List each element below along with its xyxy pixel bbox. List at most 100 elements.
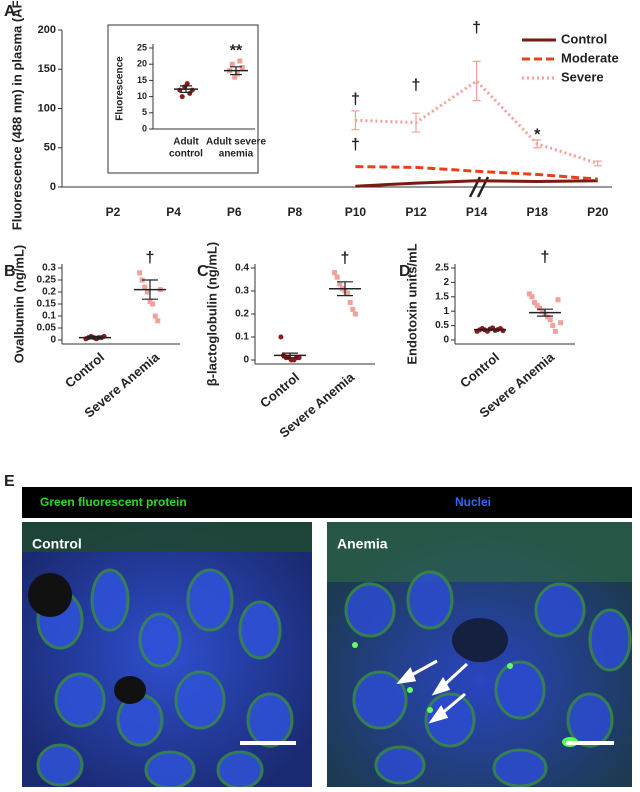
legend-label: Control — [561, 31, 607, 46]
data-point — [547, 317, 553, 323]
data-point — [179, 94, 185, 100]
error-bar — [337, 281, 353, 297]
y-tick-label: 0.1 — [42, 311, 56, 322]
data-point — [350, 306, 356, 312]
y-tick-label: 0.3 — [42, 263, 56, 274]
annotation: † — [146, 250, 155, 267]
data-point — [147, 299, 153, 305]
data-point — [526, 291, 532, 297]
annotation: ** — [230, 42, 243, 59]
x-tick-label: P8 — [287, 205, 302, 219]
error-bar — [180, 85, 192, 93]
panel-label: D — [399, 263, 411, 280]
annotation: * — [534, 126, 541, 143]
data-point — [532, 300, 538, 306]
data-point — [529, 294, 535, 300]
x-tick-label: P4 — [166, 205, 181, 219]
data-point — [278, 334, 284, 340]
annotation: † — [541, 249, 550, 266]
data-point — [184, 81, 190, 87]
x-tick-label: P6 — [227, 205, 242, 219]
error-bar — [482, 328, 498, 331]
y-tick-label: 5 — [142, 107, 147, 117]
x-tick-label: Control — [62, 349, 107, 390]
y-tick-label: 0.05 — [37, 323, 57, 334]
y-tick-label: 15 — [137, 75, 147, 85]
annotation: † — [412, 77, 421, 94]
error-bar — [282, 352, 298, 359]
error-bar — [87, 335, 103, 340]
data-point — [296, 355, 302, 361]
y-tick-label: 0 — [50, 181, 56, 193]
data-point — [347, 300, 353, 305]
error-bar — [472, 60, 481, 102]
y-tick-label: 200 — [38, 24, 56, 36]
micrograph-right — [327, 522, 632, 788]
data-point — [137, 270, 143, 276]
data-point — [558, 320, 564, 326]
y-axis-label: Ovalbumin (ng/mL) — [11, 245, 26, 363]
series-line — [355, 165, 598, 181]
header-text: Green fluorescent protein — [40, 495, 187, 509]
error-bar — [537, 308, 553, 317]
x-tick-label: Adult — [173, 137, 199, 148]
y-tick-label: 0.3 — [235, 286, 249, 297]
panel-label: C — [197, 263, 209, 280]
legend-label: Moderate — [561, 50, 619, 65]
x-tick-label: Control — [457, 349, 502, 390]
x-tick-label: P2 — [106, 205, 121, 219]
data-point — [152, 313, 158, 319]
header-text: Nuclei — [455, 495, 491, 509]
data-point — [150, 301, 156, 307]
data-point — [337, 281, 343, 287]
data-point — [232, 74, 238, 80]
x-tick-label: P10 — [345, 205, 367, 219]
y-tick-label: 0.15 — [37, 299, 57, 310]
data-point — [545, 314, 551, 320]
error-bar — [593, 160, 602, 167]
y-axis-label: Fluorescence — [115, 56, 126, 121]
image-header — [22, 487, 632, 518]
y-tick-label: 10 — [137, 91, 147, 101]
data-point — [345, 290, 351, 296]
data-point — [239, 64, 245, 70]
y-axis-label: Fluorescence (488 nm) in plasma (AFU) — [9, 0, 24, 230]
x-tick-label: control — [169, 149, 203, 160]
data-point — [555, 297, 561, 303]
data-point — [142, 284, 148, 290]
y-axis-label: Endotoxin units/mL — [404, 243, 419, 364]
data-point — [155, 318, 161, 324]
annotation: † — [351, 137, 360, 154]
error-bar — [412, 112, 420, 133]
y-axis-label: β-lactoglobulin (ng/mL) — [204, 242, 219, 386]
y-tick-label: 0 — [142, 123, 147, 133]
series-line — [355, 179, 598, 188]
data-point — [552, 328, 558, 334]
micrograph-left — [22, 522, 312, 790]
y-tick-label: 0.25 — [37, 275, 57, 286]
y-tick-label: 0 — [243, 355, 249, 366]
x-tick-label: P12 — [405, 205, 427, 219]
data-point — [534, 302, 540, 308]
image-label: Anemia — [337, 536, 388, 552]
x-tick-label: Control — [257, 369, 302, 410]
data-point — [537, 305, 543, 311]
legend-label: Severe — [561, 69, 604, 84]
y-tick-label: 2.5 — [435, 263, 449, 274]
y-tick-label: 0 — [50, 335, 56, 346]
data-point — [237, 58, 243, 64]
x-tick-label: P18 — [527, 205, 549, 219]
x-tick-label: Adult severe — [206, 137, 266, 148]
data-point — [234, 71, 240, 77]
y-tick-label: 150 — [38, 63, 56, 75]
y-tick-label: 0 — [443, 335, 449, 346]
inset-frame — [107, 24, 259, 174]
y-tick-label: 20 — [137, 59, 147, 69]
data-point — [550, 323, 556, 329]
y-tick-label: 0.5 — [435, 320, 449, 331]
data-point — [229, 61, 235, 67]
y-tick-label: 0.1 — [235, 332, 249, 343]
data-point — [334, 274, 340, 280]
y-tick-label: 0.2 — [235, 309, 249, 320]
